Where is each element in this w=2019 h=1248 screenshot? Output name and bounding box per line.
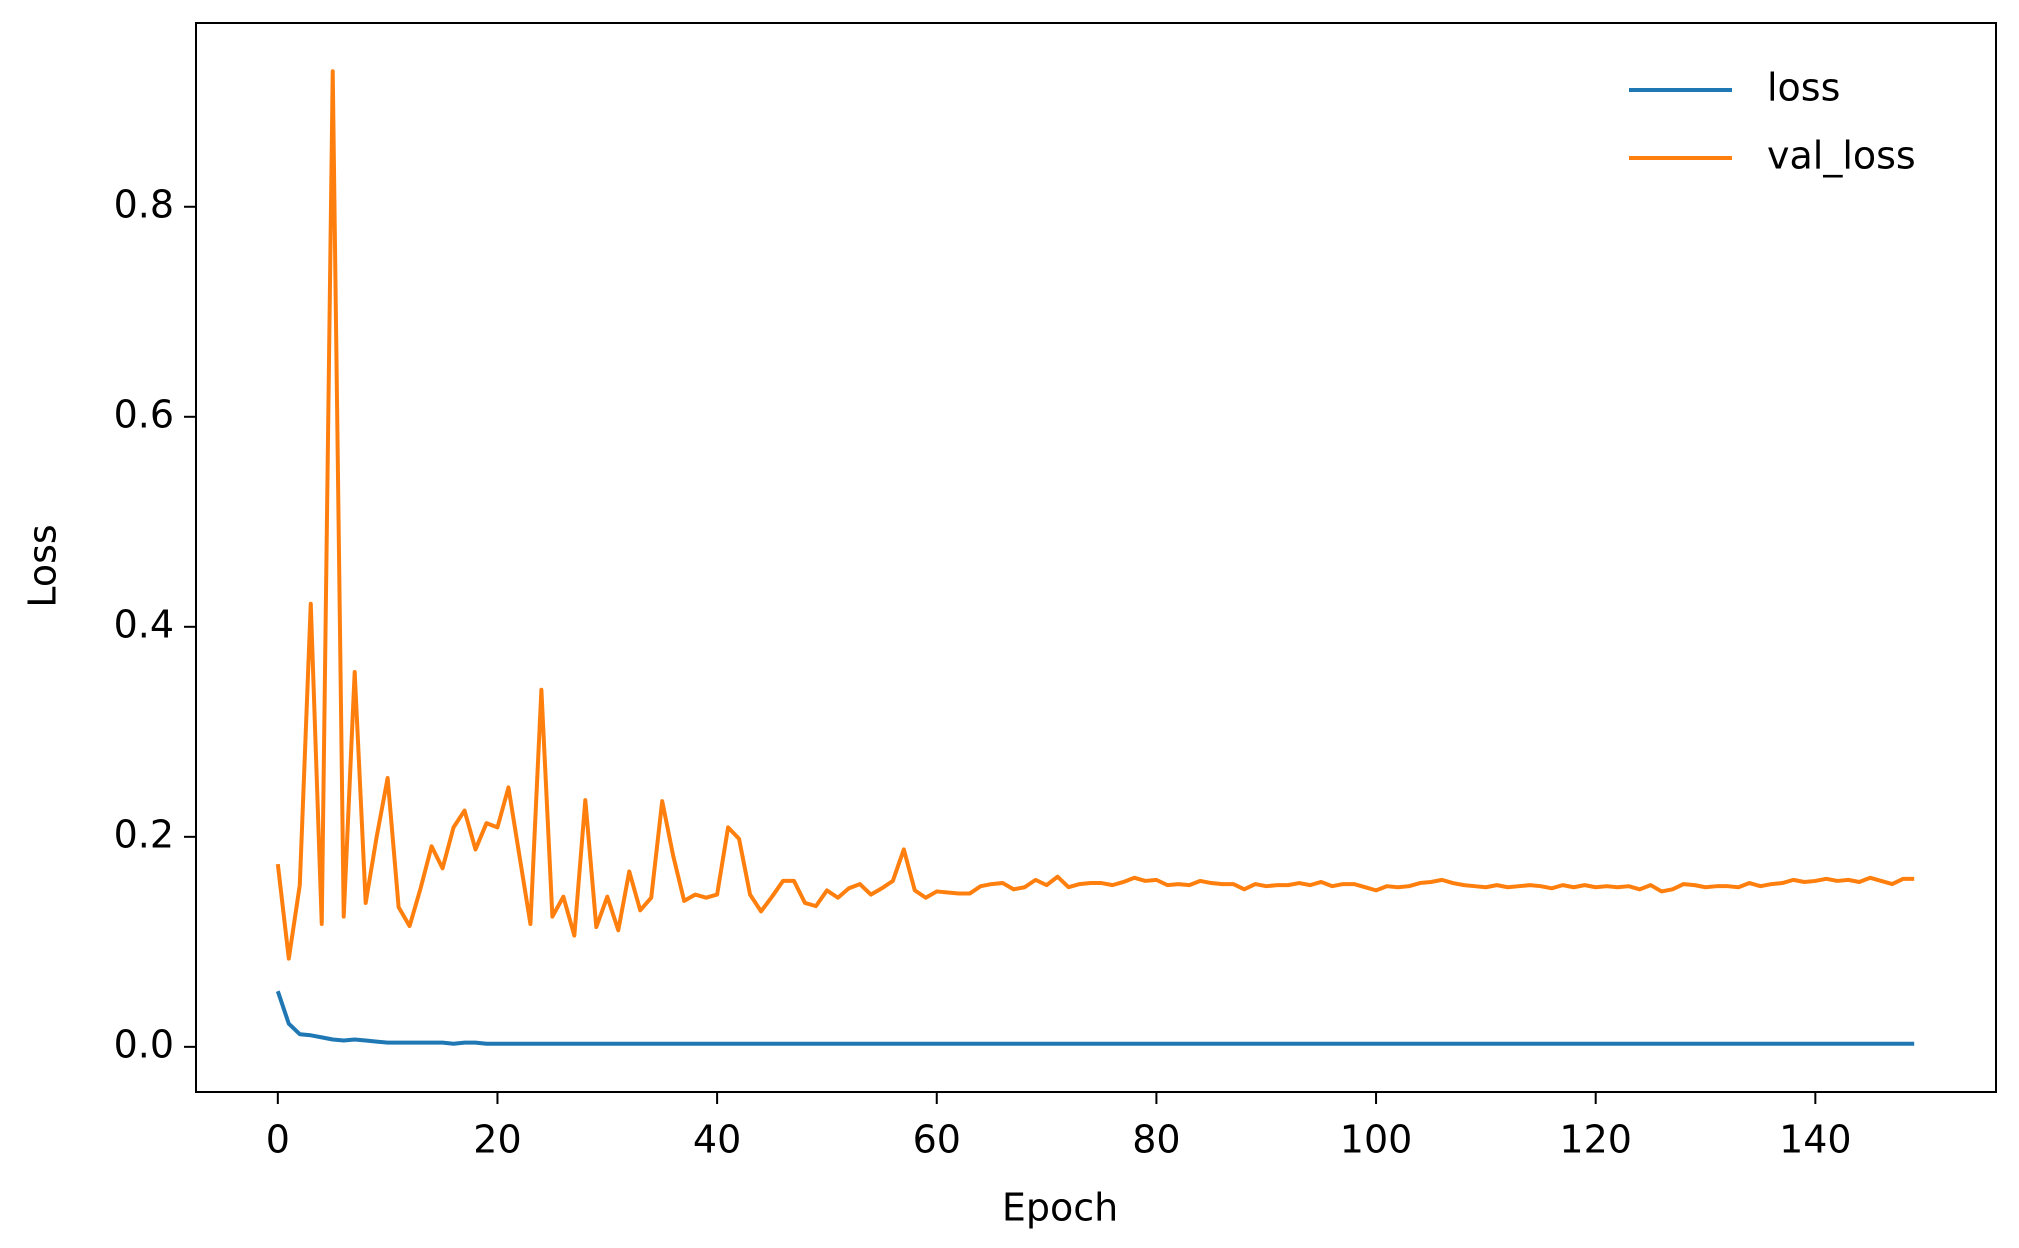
x-tick-label: 40 bbox=[693, 1118, 741, 1162]
x-tick-label: 20 bbox=[473, 1118, 521, 1162]
x-tick-label: 0 bbox=[266, 1118, 290, 1162]
legend-label: val_loss bbox=[1767, 134, 1916, 178]
x-tick-label: 60 bbox=[913, 1118, 961, 1162]
y-tick-label: 0.6 bbox=[114, 392, 174, 436]
x-tick-label: 120 bbox=[1559, 1118, 1632, 1162]
y-tick-label: 0.2 bbox=[114, 812, 174, 856]
y-tick-label: 0.0 bbox=[114, 1022, 174, 1066]
line-series bbox=[275, 990, 1915, 1046]
x-tick-label: 80 bbox=[1132, 1118, 1180, 1162]
legend-label: loss bbox=[1767, 66, 1840, 110]
x-tick-label: 140 bbox=[1779, 1118, 1852, 1162]
line-series bbox=[275, 69, 1915, 961]
x-axis-label: Epoch bbox=[1002, 1186, 1118, 1230]
y-axis-label: Loss bbox=[21, 524, 65, 607]
y-tick-label: 0.4 bbox=[114, 602, 174, 646]
x-tick-label: 100 bbox=[1340, 1118, 1413, 1162]
plot-frame bbox=[195, 22, 1997, 1093]
y-tick-label: 0.8 bbox=[114, 182, 174, 226]
